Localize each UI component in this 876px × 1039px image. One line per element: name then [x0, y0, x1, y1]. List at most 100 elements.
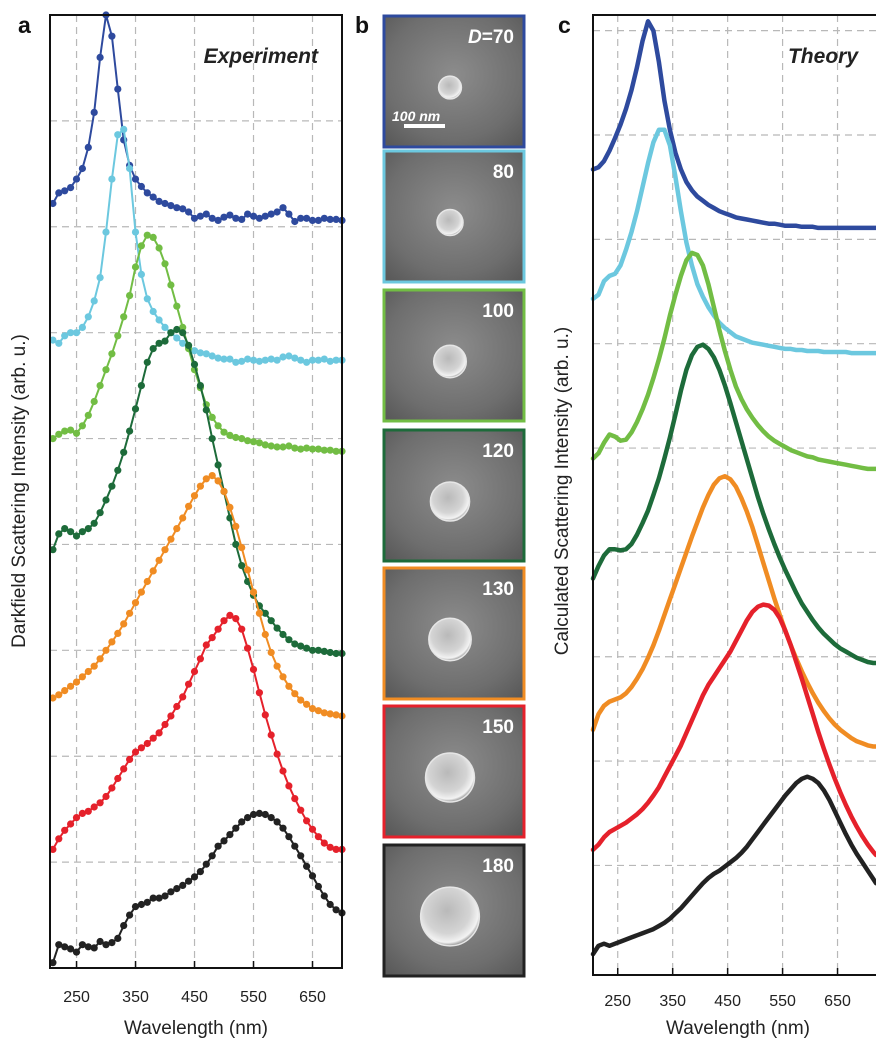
data-point-d130	[208, 472, 216, 480]
data-point-d120	[155, 339, 163, 347]
data-point-d120	[279, 630, 287, 639]
data-point-d100	[84, 411, 92, 419]
data-point-d150	[244, 644, 252, 652]
data-point-d100	[126, 292, 134, 300]
data-point-d120	[96, 509, 104, 517]
sem-inset-d180: 180	[382, 843, 526, 978]
data-point-d100	[114, 332, 122, 340]
data-point-d130	[220, 487, 228, 496]
sem-insets-panel: b D=70 80 100 120 130 150 180 100 nm	[355, 12, 526, 978]
data-point-d100	[267, 442, 275, 450]
data-point-d120	[114, 466, 122, 474]
series-line-d130	[590, 473, 876, 749]
theory-x-axis-label: Wavelength (nm)	[666, 1018, 810, 1039]
nanoparticle	[429, 481, 471, 522]
data-point-d120	[49, 546, 57, 554]
data-point-d130	[114, 629, 122, 638]
experiment-x-axis-label: Wavelength (nm)	[124, 1018, 268, 1039]
data-point-d80	[244, 355, 252, 363]
data-point-d130	[131, 599, 140, 607]
data-point-d150	[190, 667, 199, 676]
sem-inset-d130: 130	[382, 566, 526, 701]
data-point-d80	[49, 336, 57, 344]
data-point-d180	[291, 842, 299, 850]
data-point-d150	[196, 655, 204, 663]
data-point-d70	[161, 199, 169, 208]
data-point-d150	[238, 625, 246, 633]
experiment-panel: a 250 350 450 550 650 Experiment Darkfield S…	[9, 11, 346, 1039]
data-point-d180	[220, 837, 228, 845]
data-point-d150	[179, 693, 187, 701]
data-point-d130	[273, 662, 281, 670]
data-point-d120	[161, 337, 169, 345]
data-point-d180	[55, 941, 63, 949]
data-point-d180	[155, 894, 163, 902]
data-point-d120	[185, 341, 193, 349]
data-point-d130	[308, 705, 317, 713]
data-point-d70	[320, 214, 328, 222]
data-point-d100	[108, 350, 116, 358]
data-point-d100	[273, 443, 281, 451]
data-point-d120	[232, 540, 240, 549]
data-point-d150	[149, 734, 157, 742]
data-point-d100	[143, 231, 151, 239]
data-point-d130	[84, 667, 92, 676]
data-point-d100	[291, 444, 299, 452]
data-point-d150	[185, 680, 193, 688]
data-point-d130	[120, 620, 128, 628]
data-point-d120	[285, 636, 293, 644]
data-point-d100	[167, 281, 175, 289]
data-point-d130	[267, 648, 275, 657]
data-point-d120	[90, 519, 98, 527]
data-point-d180	[267, 814, 275, 822]
data-point-d70	[173, 204, 181, 212]
theory-title: Theory	[788, 45, 859, 68]
data-point-d180	[297, 852, 305, 860]
data-point-d70	[232, 214, 240, 222]
data-point-d120	[202, 406, 210, 414]
data-point-d100	[249, 438, 258, 446]
data-point-d150	[72, 814, 81, 822]
data-point-d150	[102, 792, 110, 801]
data-point-d120	[332, 649, 340, 658]
data-point-d120	[291, 640, 299, 648]
data-point-d80	[114, 131, 122, 139]
diameter-label: D=70	[468, 27, 514, 48]
data-point-d130	[214, 477, 222, 485]
data-point-d80	[261, 356, 269, 364]
data-point-d180	[326, 900, 334, 909]
data-point-d100	[303, 444, 311, 452]
data-point-d180	[208, 852, 216, 860]
data-point-d150	[143, 739, 151, 748]
data-point-d70	[285, 210, 293, 218]
data-point-d180	[67, 945, 75, 953]
data-point-d150	[249, 665, 258, 674]
data-point-d80	[90, 297, 98, 305]
data-point-d120	[149, 345, 157, 353]
diameter-value: =70	[482, 27, 514, 48]
data-point-d180	[149, 894, 157, 902]
data-point-d130	[161, 546, 169, 554]
data-point-d80	[279, 353, 287, 361]
data-point-d80	[291, 354, 299, 362]
data-point-d100	[320, 446, 328, 454]
data-point-d70	[131, 175, 140, 183]
data-point-d80	[155, 316, 163, 324]
nanoparticle	[428, 617, 472, 662]
data-point-d70	[244, 210, 252, 218]
data-point-d150	[332, 845, 340, 854]
data-point-d120	[320, 647, 328, 656]
data-point-d70	[149, 193, 157, 201]
data-point-d150	[155, 729, 163, 737]
x-tick-label: 650	[824, 993, 851, 1010]
sem-inset-d150: 150	[382, 704, 526, 839]
theory-x-ticks: 250 350 450 550 650	[604, 968, 851, 1010]
diameter-label: 180	[482, 856, 514, 877]
data-point-d80	[285, 352, 293, 360]
data-point-d100	[208, 413, 216, 421]
data-point-d120	[314, 646, 322, 654]
data-point-d100	[131, 263, 140, 271]
data-point-d100	[137, 242, 145, 250]
data-point-d70	[78, 164, 86, 173]
